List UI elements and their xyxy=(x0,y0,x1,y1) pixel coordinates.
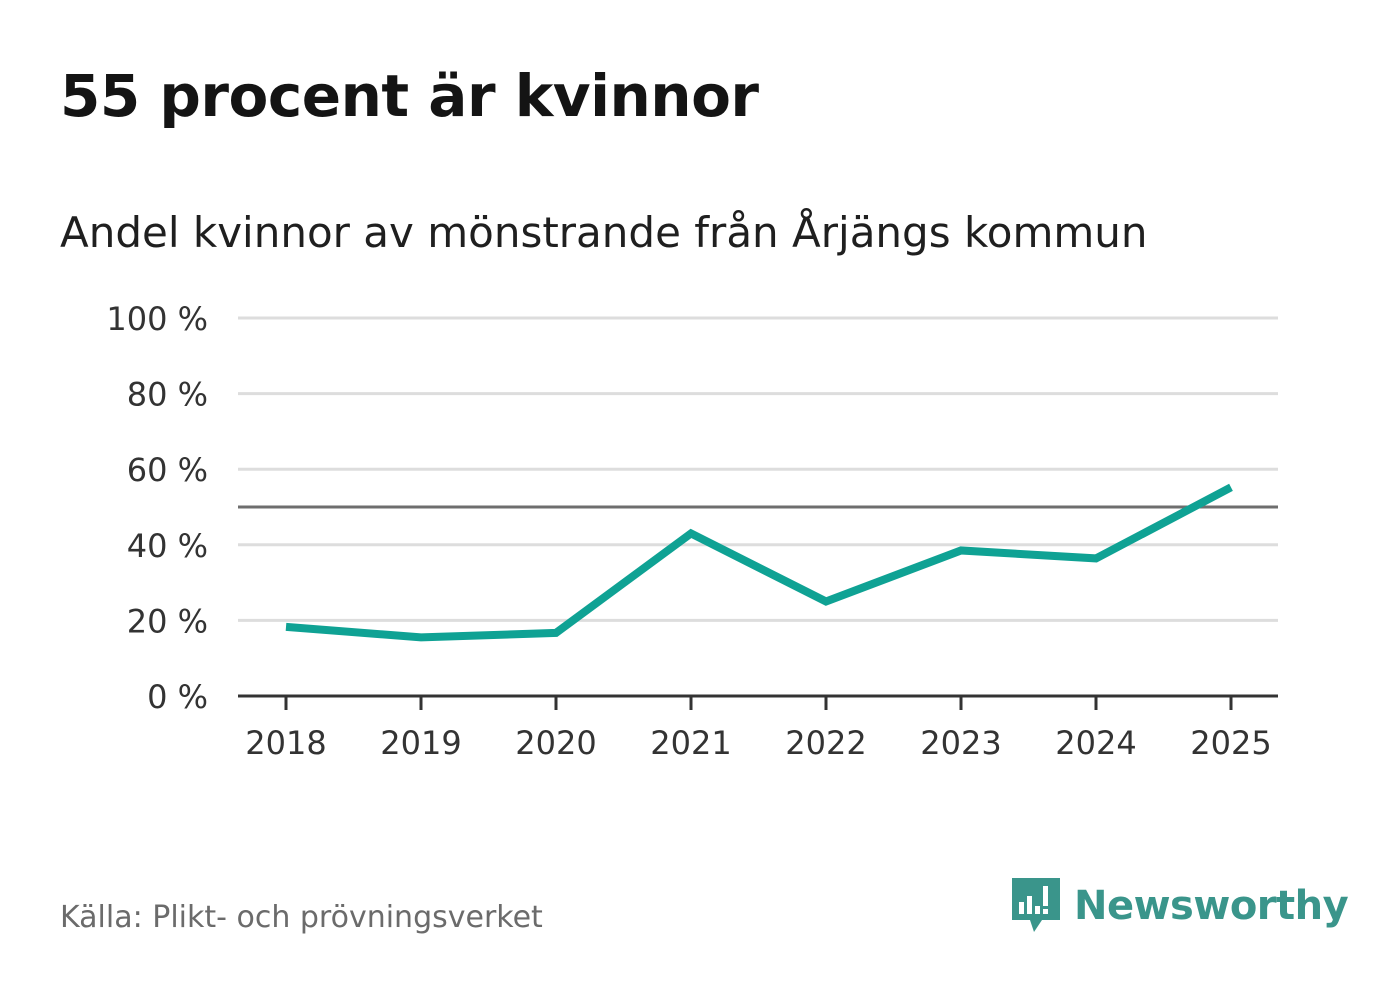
y-tick-label: 60 % xyxy=(127,451,208,489)
x-tick-label: 2025 xyxy=(1190,724,1271,762)
chart-title: 55 procent är kvinnor xyxy=(60,62,759,130)
x-tick-label: 2020 xyxy=(515,724,596,762)
y-tick-label: 0 % xyxy=(147,678,208,716)
y-tick-label: 20 % xyxy=(127,602,208,640)
brand-logo: Newsworthy xyxy=(1010,876,1349,936)
series-line xyxy=(285,483,1233,642)
x-tick-label: 2021 xyxy=(650,724,731,762)
x-axis-labels: 2018 2019 2020 2021 2022 2023 2024 2025 xyxy=(245,724,1271,762)
y-axis-labels: 0 % 20 % 40 % 60 % 80 % 100 % xyxy=(106,300,208,716)
series-group xyxy=(285,483,1233,642)
x-tick-label: 2024 xyxy=(1055,724,1136,762)
y-tick-label: 100 % xyxy=(106,300,208,338)
source-note: Källa: Plikt- och prövningsverket xyxy=(60,900,543,935)
y-tick-label: 80 % xyxy=(127,376,208,414)
brand-name: Newsworthy xyxy=(1074,883,1349,929)
x-tick-label: 2023 xyxy=(920,724,1001,762)
x-tick-label: 2022 xyxy=(785,724,866,762)
x-axis xyxy=(238,694,1278,710)
x-tick-label: 2019 xyxy=(380,724,461,762)
y-tick-label: 40 % xyxy=(127,527,208,565)
newsworthy-logo-icon xyxy=(1012,878,1060,932)
grid-lines xyxy=(238,316,1278,622)
x-tick-label: 2018 xyxy=(245,724,326,762)
chart-subtitle: Andel kvinnor av mönstrande från Årjängs… xyxy=(60,208,1148,257)
